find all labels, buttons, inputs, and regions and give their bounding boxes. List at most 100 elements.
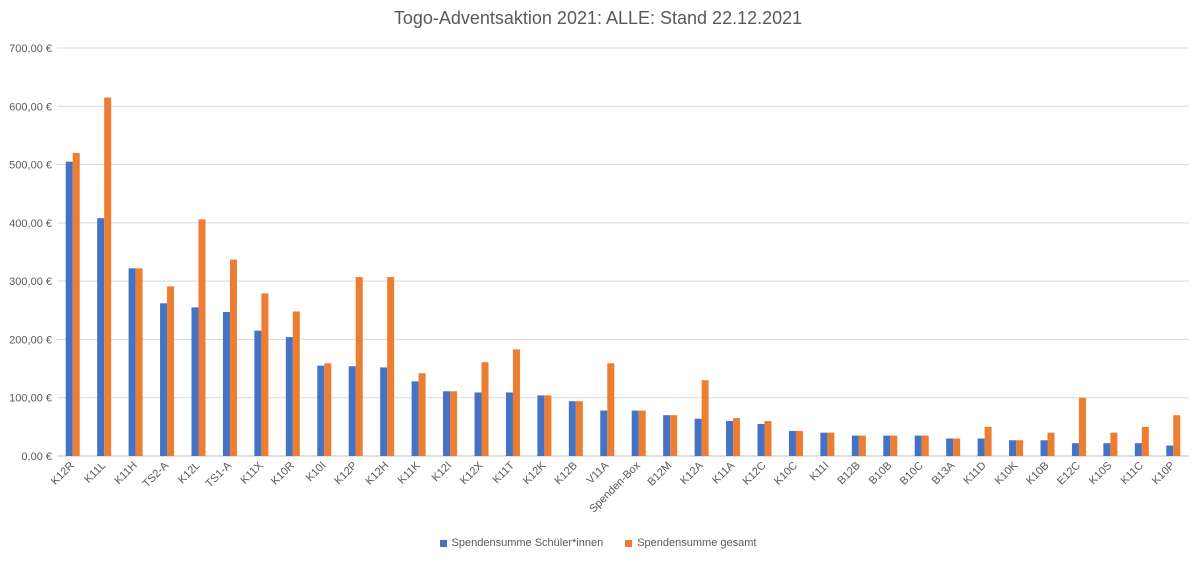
bar-gesamt-K12B xyxy=(575,401,583,456)
bar-schueler-K12R xyxy=(65,161,73,456)
bar-schueler-B13A xyxy=(946,438,954,456)
bar-schueler-B12M xyxy=(663,415,671,456)
bar-schueler-E12C xyxy=(1071,443,1079,456)
x-tick-label: E12C xyxy=(1055,460,1083,488)
x-tick-label: K12R xyxy=(49,460,77,488)
bar-gesamt-K10C xyxy=(795,430,803,456)
bar-schueler-K10I xyxy=(317,365,325,456)
bar-schueler-K12B xyxy=(568,401,576,456)
x-tick-label: K12H xyxy=(363,460,391,488)
bar-gesamt-K11D xyxy=(984,426,992,456)
bar-gesamt-K10S xyxy=(1110,432,1118,456)
bar-gesamt-K11L xyxy=(104,97,112,457)
bar-gesamt-K12H xyxy=(387,277,395,456)
bar-schueler-K12K xyxy=(537,395,545,456)
x-tick-label: TS2-A xyxy=(141,459,172,490)
bar-schueler-K10P xyxy=(1166,445,1174,456)
bar-schueler-V11A xyxy=(600,410,608,456)
x-tick-label: B10C xyxy=(898,460,926,488)
x-tick-label: B12B xyxy=(835,460,863,488)
x-tick-label: K10C xyxy=(772,460,800,488)
bar-gesamt-K10R xyxy=(292,311,300,456)
bar-schueler-K12X xyxy=(474,392,482,456)
y-tick-label: 200,00 € xyxy=(9,334,52,346)
x-tick-label: TS1-A xyxy=(204,459,235,490)
bar-schueler-K10B xyxy=(1040,440,1048,456)
x-tick-label: V11A xyxy=(584,459,611,486)
bar-schueler-B10B xyxy=(883,435,891,456)
bar-schueler-K11D xyxy=(977,438,985,456)
legend-label-series-1: Spendensumme Schüler*innen xyxy=(451,537,604,549)
chart-legend: Spendensumme Schüler*innen Spendensumme … xyxy=(0,537,1196,549)
x-tick-label: K11A xyxy=(710,459,737,486)
x-tick-label: K12B xyxy=(552,460,580,488)
bar-gesamt-K10B xyxy=(1047,432,1055,456)
x-tick-label: K11C xyxy=(1119,460,1146,487)
y-tick-label: 300,00 € xyxy=(9,276,52,288)
y-tick-label: 700,00 € xyxy=(9,43,52,55)
bar-gesamt-B13A xyxy=(953,438,961,456)
y-tick-label: 400,00 € xyxy=(9,218,52,230)
bar-schueler-K11L xyxy=(97,218,105,456)
bar-gesamt-K12P xyxy=(355,277,363,456)
bar-schueler-K11X xyxy=(254,330,262,456)
bar-gesamt-K11I xyxy=(827,432,835,456)
legend-swatch-series-2 xyxy=(625,539,633,547)
bar-gesamt-Spenden-Box xyxy=(638,410,646,456)
chart-title: Togo-Adventsaktion 2021: ALLE: Stand 22.… xyxy=(393,8,803,28)
x-tick-label: K11T xyxy=(491,459,518,486)
bar-gesamt-K12R xyxy=(72,152,80,456)
x-tick-label: K12P xyxy=(332,460,360,488)
x-tick-label: B13A xyxy=(930,459,958,487)
bar-gesamt-V11A xyxy=(607,363,615,456)
bar-gesamt-TS1-A xyxy=(229,259,237,456)
bar-schueler-K10R xyxy=(285,337,293,456)
y-tick-label: 500,00 € xyxy=(9,160,52,172)
bar-gesamt-TS2-A xyxy=(167,286,175,456)
bar-schueler-K11C xyxy=(1134,443,1142,456)
bar-schueler-TS1-A xyxy=(222,312,230,456)
bar-gesamt-K11C xyxy=(1141,426,1149,456)
x-tick-label: K10I xyxy=(304,460,328,484)
bar-gesamt-B12B xyxy=(858,435,866,456)
bar-gesamt-K10I xyxy=(324,363,332,456)
x-tick-label: K10K xyxy=(993,459,1021,487)
bar-gesamt-K12L xyxy=(198,219,206,456)
bar-gesamt-K11X xyxy=(261,293,269,456)
x-tick-label: K11K xyxy=(396,459,423,486)
bar-schueler-K11K xyxy=(411,381,419,456)
x-tick-label: K11H xyxy=(112,460,139,487)
x-tick-label: K12A xyxy=(678,459,706,487)
bar-schueler-K10S xyxy=(1103,443,1111,456)
bar-schueler-B12B xyxy=(851,435,859,456)
x-tick-label: K11I xyxy=(808,460,832,484)
bar-schueler-K10C xyxy=(788,430,796,456)
bar-gesamt-K11K xyxy=(418,373,426,456)
bar-gesamt-K12K xyxy=(544,395,552,456)
bar-schueler-K10K xyxy=(1009,440,1017,456)
x-tick-label: K10R xyxy=(269,460,297,488)
y-tick-label: 0,00 € xyxy=(21,451,52,463)
bar-schueler-K11H xyxy=(128,268,136,456)
bar-gesamt-K10K xyxy=(1016,440,1024,456)
legend-swatch-series-1 xyxy=(439,539,447,547)
x-tick-label: K12I xyxy=(430,460,454,484)
x-tick-label: K11L xyxy=(82,460,108,486)
bar-gesamt-K12I xyxy=(450,391,458,456)
bar-schueler-K12C xyxy=(757,423,765,456)
bar-gesamt-K12C xyxy=(764,421,772,456)
bar-schueler-K12H xyxy=(380,367,388,456)
x-tick-label: K12X xyxy=(458,459,486,487)
x-tick-label: B10B xyxy=(867,460,895,488)
x-tick-label: B12M xyxy=(645,460,674,489)
bar-schueler-K11T xyxy=(505,392,513,456)
bar-gesamt-K12X xyxy=(481,362,489,456)
x-tick-label: K12L xyxy=(176,460,203,487)
x-tick-label: K11X xyxy=(239,459,266,486)
legend-item-series-2: Spendensumme gesamt xyxy=(625,537,756,549)
bar-gesamt-B12M xyxy=(670,415,678,456)
x-tick-label: K12C xyxy=(741,460,769,488)
x-tick-label: K11D xyxy=(961,460,988,487)
bar-gesamt-K10P xyxy=(1173,415,1181,456)
